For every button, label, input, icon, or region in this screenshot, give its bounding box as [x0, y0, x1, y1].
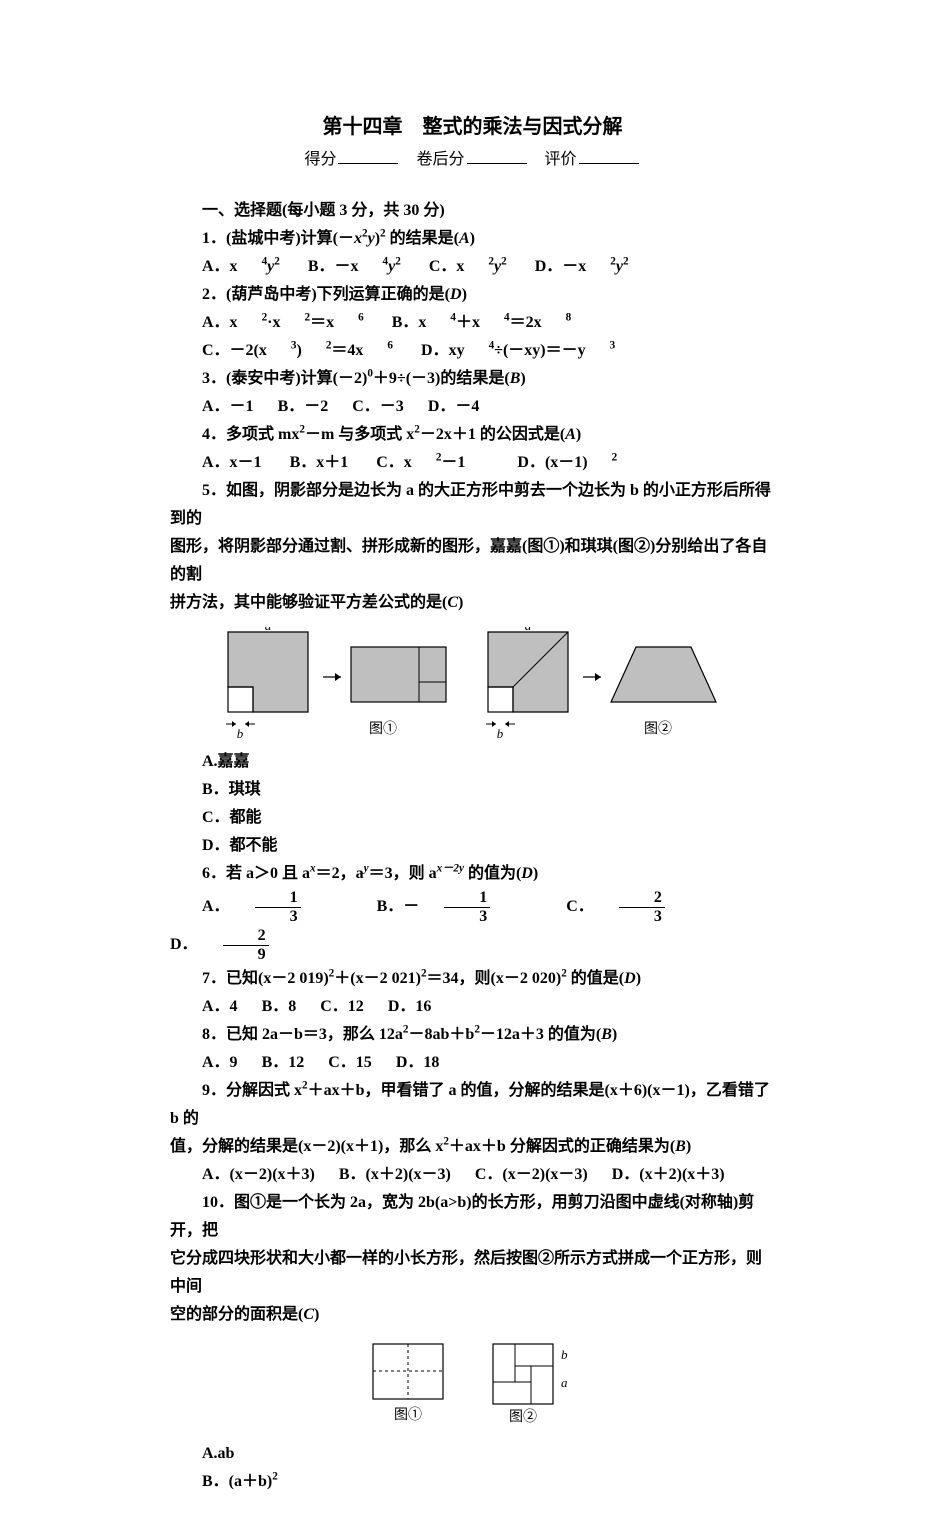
svg-text:a: a: [524, 627, 531, 633]
score-line: 得分 卷后分 评价: [170, 145, 775, 169]
q9-stem-line2: 值，分解的结果是(x－2)(x＋1)，那么 x2＋ax＋b 分解因式的正确结果为…: [170, 1133, 775, 1161]
svg-text:b: b: [561, 1347, 568, 1362]
q9-options: A．(x－2)(x＋3)B．(x＋2)(x－3)C．(x－2)(x－3)D．(x…: [170, 1161, 775, 1189]
q2-answer: D: [450, 286, 462, 303]
q5-stem-line2: 图形，将阴影部分通过割、拼形成新的图形，嘉嘉(图①)和琪琪(图②)分别给出了各自…: [170, 533, 775, 589]
q5-figure-1: a b 图①: [223, 627, 453, 742]
q9-stem-line1: 9．分解因式 x2＋ax＋b，甲看错了 a 的值，分解的结果是(x＋6)(x－1…: [170, 1077, 775, 1133]
q9-answer: B: [675, 1138, 686, 1155]
q10-stem-line3: 空的部分的面积是(C): [170, 1301, 775, 1329]
q1-stem: 1．(盐城中考)计算(－x2y)2 的结果是(A): [170, 225, 775, 253]
q5-options: A.嘉嘉 B．琪琪 C．都能 D．都不能: [170, 748, 775, 860]
svg-text:a: a: [561, 1375, 568, 1390]
svg-text:图①: 图①: [394, 1407, 422, 1423]
score-blank-3: [579, 148, 639, 164]
q10-options: A.ab B．(a＋b)2: [170, 1440, 775, 1496]
score-label-3: 评价: [545, 151, 577, 168]
score-label-1: 得分: [304, 151, 336, 168]
chapter-title: 第十四章 整式的乘法与因式分解: [170, 110, 775, 139]
q5-stem-line1: 5．如图，阴影部分是边长为 a 的大正方形中剪去一个边长为 b 的小正方形后所得…: [170, 477, 775, 533]
q2-options-row2: C．－2(x3)2＝4x6 D．xy4÷(－xy)＝－y3: [170, 337, 775, 365]
svg-text:b: b: [236, 726, 243, 741]
q5-figures: a b 图①: [170, 627, 775, 742]
q5-figure-2: a b 图②: [483, 627, 723, 742]
q1-answer: A: [459, 230, 470, 247]
q6-options: A．13 B．－13 C．23 D．29: [170, 888, 775, 965]
q8-answer: B: [601, 1026, 612, 1043]
q7-answer: D: [624, 970, 636, 987]
q10-figure-2: b a 图②: [483, 1339, 583, 1434]
q4-answer: A: [565, 426, 576, 443]
q10-stem-line1: 10．图①是一个长为 2a，宽为 2b(a>b)的长方形，用剪刀沿图中虚线(对称…: [170, 1189, 775, 1245]
section-1-heading: 一、选择题(每小题 3 分，共 30 分): [170, 197, 775, 225]
svg-text:图①: 图①: [369, 721, 397, 737]
q8-stem: 8．已知 2a－b＝3，那么 12a2－8ab＋b2－12a＋3 的值为(B): [170, 1021, 775, 1049]
q4-stem: 4．多项式 mx2－m 与多项式 x2－2x＋1 的公因式是(A): [170, 421, 775, 449]
q10-figures: 图① b a 图②: [170, 1339, 775, 1434]
svg-text:b: b: [496, 726, 503, 741]
svg-text:图②: 图②: [509, 1409, 537, 1425]
q8-options: A．9B．12C．15D．18: [170, 1049, 775, 1077]
page: 第十四章 整式的乘法与因式分解 得分 卷后分 评价 一、选择题(每小题 3 分，…: [0, 0, 945, 1536]
q4-options: A．x－1 B．x＋1 C．x2－1 D．(x－1)2: [170, 449, 775, 477]
q10-stem-line2: 它分成四块形状和大小都一样的小长方形，然后按图②所示方式拼成一个正方形，则中间: [170, 1245, 775, 1301]
q7-stem: 7．已知(x－2 019)2＋(x－2 021)2＝34，则(x－2 020)2…: [170, 965, 775, 993]
svg-text:a: a: [264, 627, 271, 633]
score-blank-2: [467, 148, 527, 164]
q10-figure-1: 图①: [363, 1339, 453, 1434]
q5-stem-line3: 拼方法，其中能够验证平方差公式的是(C): [170, 589, 775, 617]
q3-stem: 3．(泰安中考)计算(－2)0＋9÷(－3)的结果是(B): [170, 365, 775, 393]
score-label-2: 卷后分: [416, 151, 464, 168]
score-blank-1: [338, 148, 398, 164]
q3-options: A．－1B．－2C．－3D．－4: [170, 393, 775, 421]
q2-options-row1: A．x2·x2＝x6 B．x4＋x4＝2x8: [170, 309, 775, 337]
q1-options: A．x4y2 B．－x4y2 C．x2y2 D．－x2y2: [170, 253, 775, 281]
q6-stem: 6．若 a＞0 且 ax＝2，ay＝3，则 ax－2y 的值为(D): [170, 860, 775, 888]
q2-stem: 2．(葫芦岛中考)下列运算正确的是(D): [170, 281, 775, 309]
q10-answer: C: [303, 1306, 314, 1323]
q7-options: A．4B．8C．12D．16: [170, 993, 775, 1021]
content: 一、选择题(每小题 3 分，共 30 分) 1．(盐城中考)计算(－x2y)2 …: [170, 197, 775, 1496]
q3-answer: B: [510, 370, 521, 387]
svg-text:图②: 图②: [644, 721, 672, 737]
q5-answer: C: [447, 594, 458, 611]
q6-answer: D: [521, 865, 533, 882]
